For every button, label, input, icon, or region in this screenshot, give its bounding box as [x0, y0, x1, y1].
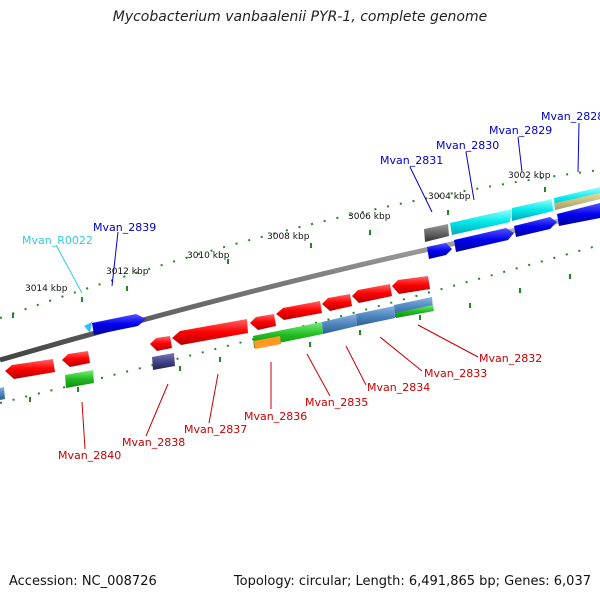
reverse-strand-genes: [0, 276, 434, 400]
gene-label-2836[interactable]: Mvan_2836: [244, 410, 307, 423]
inner-major-ticks: [29, 274, 571, 402]
gene-2828-band: [555, 193, 600, 210]
gene-2840-feature[interactable]: [62, 351, 90, 367]
reverse-leader-lines: [81, 324, 479, 450]
gene-2840-left-feature[interactable]: [5, 359, 55, 379]
scale-label-3006: 3006 kbp: [348, 212, 391, 222]
gene-label-2832[interactable]: Mvan_2832: [479, 352, 542, 365]
gene-2832-band: [395, 305, 434, 318]
gene-2831-feature[interactable]: [424, 224, 449, 242]
gene-r0022-feature[interactable]: [84, 322, 92, 333]
gene-label-2839[interactable]: Mvan_2839: [93, 221, 156, 234]
scale-label-3004: 3004 kbp: [428, 192, 471, 202]
gene-2830-lower-feature[interactable]: [454, 228, 514, 252]
gene-label-2838[interactable]: Mvan_2838: [122, 436, 185, 449]
gene-label-2833[interactable]: Mvan_2833: [424, 367, 487, 380]
scale-label-3012: 3012 kbp: [106, 267, 149, 277]
scale-label-3002: 3002 kbp: [508, 171, 551, 181]
inner-scale-track: [0, 244, 600, 404]
gene-2840-band: [65, 370, 94, 388]
gene-label-2829[interactable]: Mvan_2829: [489, 124, 552, 137]
gene-2837-feature[interactable]: [172, 319, 248, 345]
gene-2831-lower-feature[interactable]: [427, 243, 452, 259]
gene-2828-lower-feature[interactable]: [557, 203, 600, 226]
map-title: Mycobacterium vanbaalenii PYR-1, complet…: [112, 9, 488, 25]
outer-major-ticks: [12, 187, 546, 318]
genome-summary: Topology: circular; Length: 6,491,865 bp…: [233, 574, 591, 589]
gene-label-2834[interactable]: Mvan_2834: [367, 381, 430, 394]
gene-label-2837[interactable]: Mvan_2837: [184, 423, 247, 436]
gene-2835-band: [322, 314, 357, 334]
forward-strand-genes: [84, 187, 600, 335]
gene-2830-feature[interactable]: [450, 209, 512, 235]
gene-2836-orange-band: [254, 336, 281, 349]
gene-2839-feature[interactable]: [92, 314, 146, 335]
gene-label-2830[interactable]: Mvan_2830: [436, 139, 499, 152]
gene-2836-feature[interactable]: [276, 301, 322, 320]
scale-label-3014: 3014 kbp: [25, 284, 68, 294]
gene-label-2835[interactable]: Mvan_2835: [305, 396, 368, 409]
gene-2834-feature[interactable]: [352, 284, 392, 303]
gene-label-2831[interactable]: Mvan_2831: [380, 154, 443, 167]
gene-2829-lower-feature[interactable]: [514, 217, 557, 237]
scale-label-3010: 3010 kbp: [187, 251, 230, 261]
forward-leader-lines: [55, 122, 580, 294]
gene-2834-band: [356, 306, 395, 326]
gene-2829-feature[interactable]: [512, 199, 553, 221]
scale-label-3008: 3008 kbp: [267, 232, 310, 242]
edge-partial-gene: [0, 387, 5, 400]
gene-2838-band: [152, 353, 175, 370]
gene-2836-a-feature[interactable]: [250, 314, 276, 330]
gene-2838-feature[interactable]: [150, 336, 172, 351]
gene-2835-feature[interactable]: [322, 294, 352, 311]
gene-label-2840[interactable]: Mvan_2840: [58, 449, 121, 462]
gene-2833-feature[interactable]: [392, 276, 430, 294]
gene-label-r0022[interactable]: Mvan_R0022: [22, 234, 93, 247]
gene-label-2828[interactable]: Mvan_2828: [541, 110, 600, 123]
accession-label: Accession: NC_008726: [9, 574, 157, 589]
